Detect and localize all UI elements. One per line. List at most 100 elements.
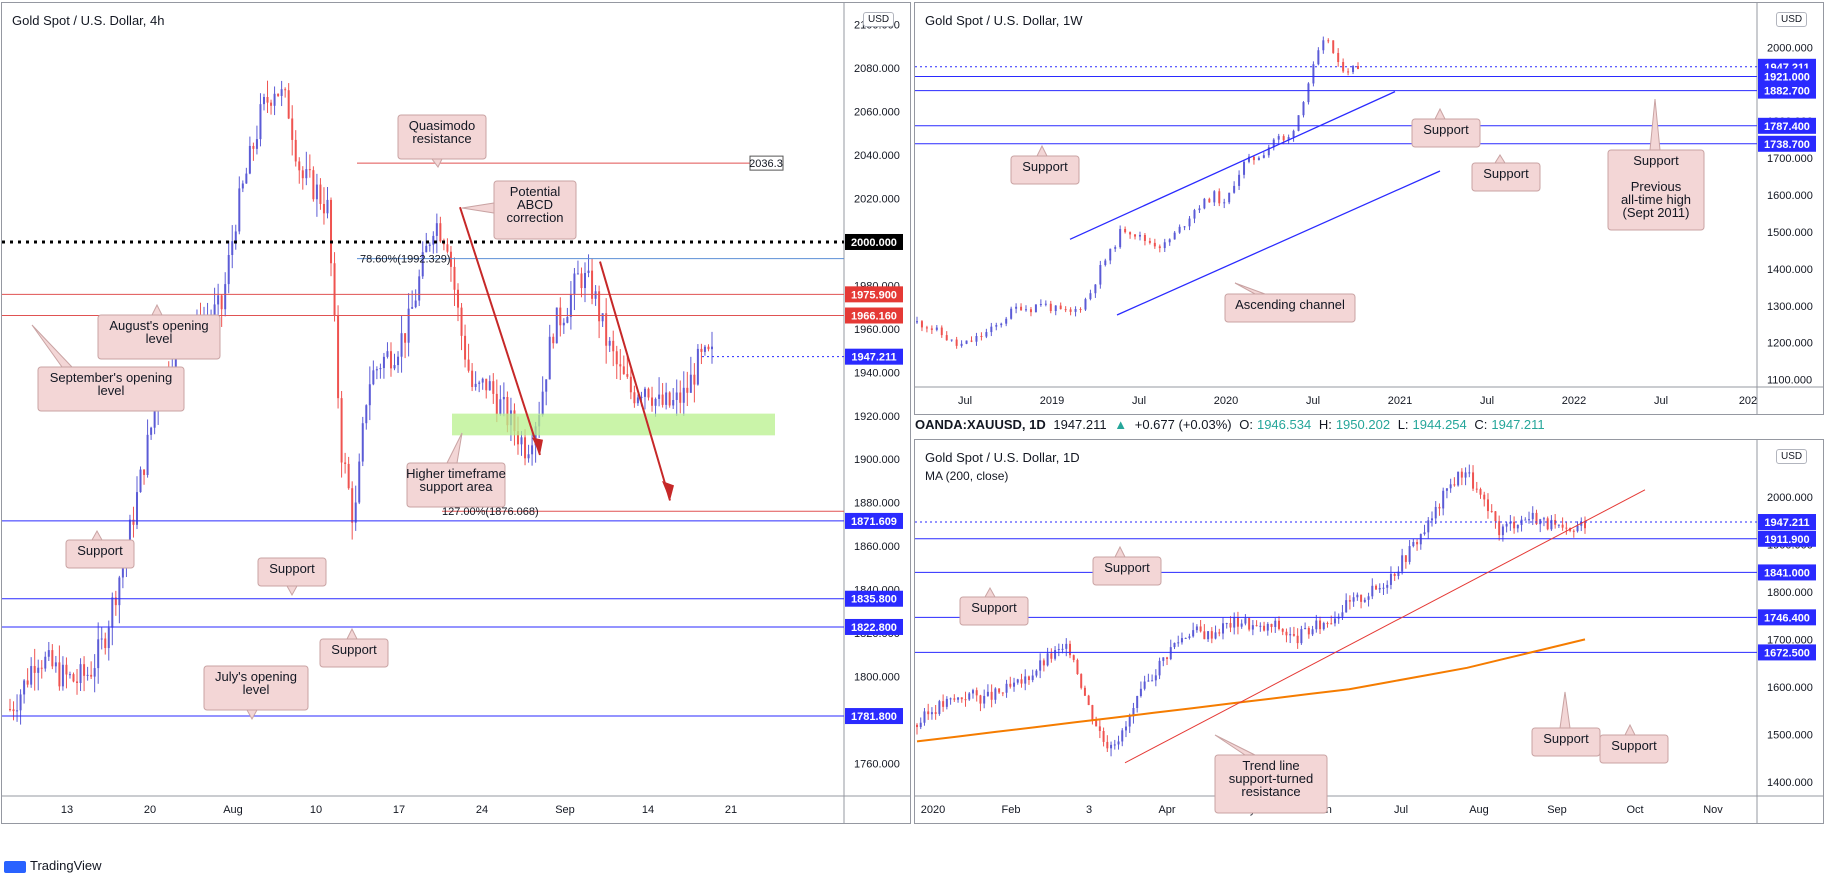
candle-body [252, 145, 255, 149]
candle-body [938, 701, 941, 714]
candle-body [1102, 730, 1105, 742]
candle-body [1083, 687, 1086, 696]
candle-body [1180, 638, 1183, 643]
candle-body [615, 351, 618, 365]
candle-body [1074, 309, 1077, 312]
candle-body [453, 266, 456, 290]
price-tick-label: 1940.000 [854, 367, 900, 379]
candle-body [619, 364, 622, 367]
chart-panel-1d[interactable]: 2000.0001900.0001800.0001700.0001600.000… [914, 439, 1824, 824]
currency-badge-1w[interactable]: USD [1776, 12, 1808, 27]
candle-body [1300, 629, 1303, 644]
chart-1w-svg[interactable]: 2000.0001900.0001800.0001700.0001600.000… [915, 3, 1824, 415]
candle-body [1531, 512, 1534, 520]
candle-body [633, 392, 636, 404]
candle-body [668, 392, 671, 406]
tradingview-logo[interactable]: TradingView [4, 858, 102, 873]
candle-body [1121, 730, 1124, 742]
candle-body [33, 666, 36, 673]
candle-body [1332, 40, 1335, 53]
candle-body [1584, 522, 1586, 529]
candle-body [1464, 472, 1467, 478]
candle-body [1342, 62, 1345, 72]
candle-body [93, 668, 96, 677]
time-tick-label: Aug [223, 804, 243, 816]
candle-body [291, 118, 294, 140]
candle-body [1233, 617, 1236, 628]
fib-127-label: 127.00%(1876.068) [442, 506, 539, 518]
candle-body [994, 688, 997, 700]
candle-body [1113, 744, 1116, 746]
candle-body [675, 392, 678, 401]
candle-body [26, 680, 29, 685]
candle-body [1129, 232, 1132, 235]
candle-body [1184, 637, 1187, 639]
daily-price-label: 1947.211 [1764, 517, 1809, 529]
callout-july: July's opening [215, 669, 297, 684]
candle-body [1580, 522, 1583, 526]
candle-body [927, 711, 930, 715]
chart-panel-4h[interactable]: 2100.0002080.0002060.0002040.0002020.000… [1, 2, 911, 824]
time-tick-label: Jul [1480, 395, 1494, 407]
candle-body [1024, 676, 1027, 684]
chart-4h-svg[interactable]: 2100.0002080.0002060.0002040.0002020.000… [2, 3, 911, 824]
candle-body [531, 445, 534, 455]
candle-body [647, 388, 650, 398]
candle-body [1412, 542, 1415, 547]
candle-body [255, 139, 258, 149]
currency-badge-1d[interactable]: USD [1776, 449, 1808, 464]
candle-body [1218, 191, 1221, 204]
candle-body [400, 333, 403, 357]
callout-trendline: resistance [1241, 784, 1300, 799]
candle-body [1494, 511, 1497, 522]
candle-body [1236, 617, 1239, 627]
time-tick-label: Nov [1703, 804, 1723, 816]
time-tick-label: 13 [61, 804, 73, 816]
candle-body [1134, 234, 1137, 237]
candle-body [1302, 102, 1305, 116]
candle-body [661, 394, 664, 405]
candle-body [552, 336, 555, 344]
candle-body [354, 502, 357, 523]
candle-body [502, 396, 505, 400]
daily-price-label-bg [1758, 609, 1816, 626]
high-label: H: [1318, 417, 1332, 432]
daily-price-label: 1911.900 [1764, 534, 1809, 546]
time-tick-label: 2020 [921, 804, 945, 816]
daily-price-label-bg [1758, 530, 1816, 547]
candle-body [1158, 660, 1161, 676]
price-tick-label: 1700.000 [1767, 634, 1813, 646]
candle-body [1312, 64, 1315, 84]
candle-body [23, 680, 26, 695]
candle-body [1311, 629, 1314, 635]
price-label-1822: 1822.800 [851, 622, 897, 634]
callout-weekly-ath: Support [1633, 153, 1679, 168]
candle-body [1360, 594, 1363, 602]
candle-body [121, 562, 124, 578]
candle-body [12, 709, 15, 712]
weekly-price-label: 1921.000 [1764, 71, 1810, 83]
candle-body [1117, 741, 1120, 745]
candle-body [213, 304, 216, 319]
candle-body [114, 597, 117, 606]
candle-body [132, 519, 135, 525]
currency-badge-4h[interactable]: USD [863, 12, 895, 27]
chart-panel-1w[interactable]: 2000.0001900.0001800.0001700.0001600.000… [914, 2, 1824, 415]
candle-body [580, 273, 583, 289]
candle-body [1341, 612, 1344, 617]
candle-body [1348, 600, 1351, 602]
candle-body [47, 650, 50, 657]
candle-body [1240, 623, 1243, 627]
candle-body [1213, 191, 1216, 203]
candle-body [1251, 625, 1254, 630]
candle-body [485, 378, 488, 391]
candle-body [492, 381, 495, 394]
candle-body [1099, 264, 1102, 285]
candle-body [975, 690, 978, 696]
candle-body [467, 359, 470, 371]
candle-body [629, 376, 632, 393]
candle-body [1427, 520, 1430, 533]
candle-body [953, 698, 956, 700]
candle-body [920, 321, 923, 328]
chart-1d-svg[interactable]: 2000.0001900.0001800.0001700.0001600.000… [915, 440, 1824, 824]
